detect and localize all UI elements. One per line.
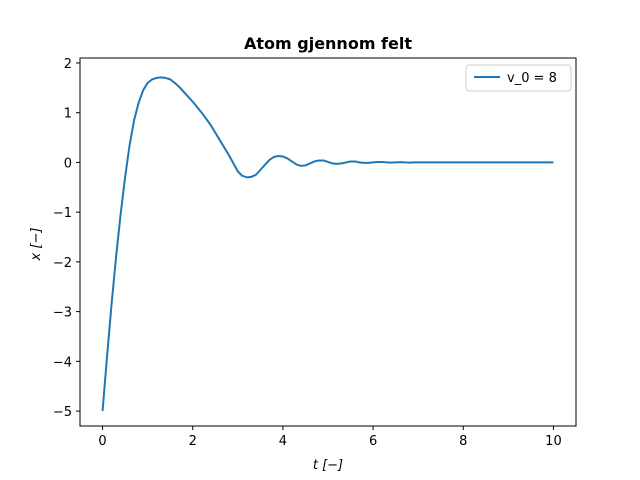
series-line bbox=[101, 76, 554, 412]
x-tick-label: 4 bbox=[279, 434, 287, 449]
y-tick-label: −4 bbox=[53, 355, 72, 370]
legend: v_0 = 8 bbox=[465, 64, 572, 92]
y-axis: −5 −4 −3 −2 −1 0 1 2 bbox=[53, 57, 80, 420]
y-tick-label: −1 bbox=[53, 206, 72, 221]
y-tick-label: −3 bbox=[53, 306, 72, 321]
y-tick-label: 2 bbox=[64, 57, 72, 72]
x-tick-label: 2 bbox=[189, 434, 197, 449]
legend-box bbox=[465, 64, 572, 92]
x-axis-label: t [−] bbox=[313, 458, 343, 473]
legend-label: v_0 = 8 bbox=[507, 71, 557, 86]
x-axis: 0 2 4 6 8 10 bbox=[98, 426, 562, 449]
plot-frame bbox=[79, 57, 577, 427]
chart-title: Atom gjennom felt bbox=[244, 34, 412, 53]
x-tick-label: 10 bbox=[545, 434, 562, 449]
y-tick-label: −2 bbox=[53, 256, 72, 271]
y-tick-label: 1 bbox=[64, 107, 72, 122]
y-tick-label: 0 bbox=[64, 156, 72, 171]
x-tick-label: 0 bbox=[98, 434, 106, 449]
y-tick-label: −5 bbox=[53, 405, 72, 420]
y-axis-label: x [−] bbox=[29, 228, 44, 262]
plot-area bbox=[101, 76, 554, 412]
x-tick-label: 8 bbox=[459, 434, 467, 449]
x-tick-label: 6 bbox=[369, 434, 377, 449]
